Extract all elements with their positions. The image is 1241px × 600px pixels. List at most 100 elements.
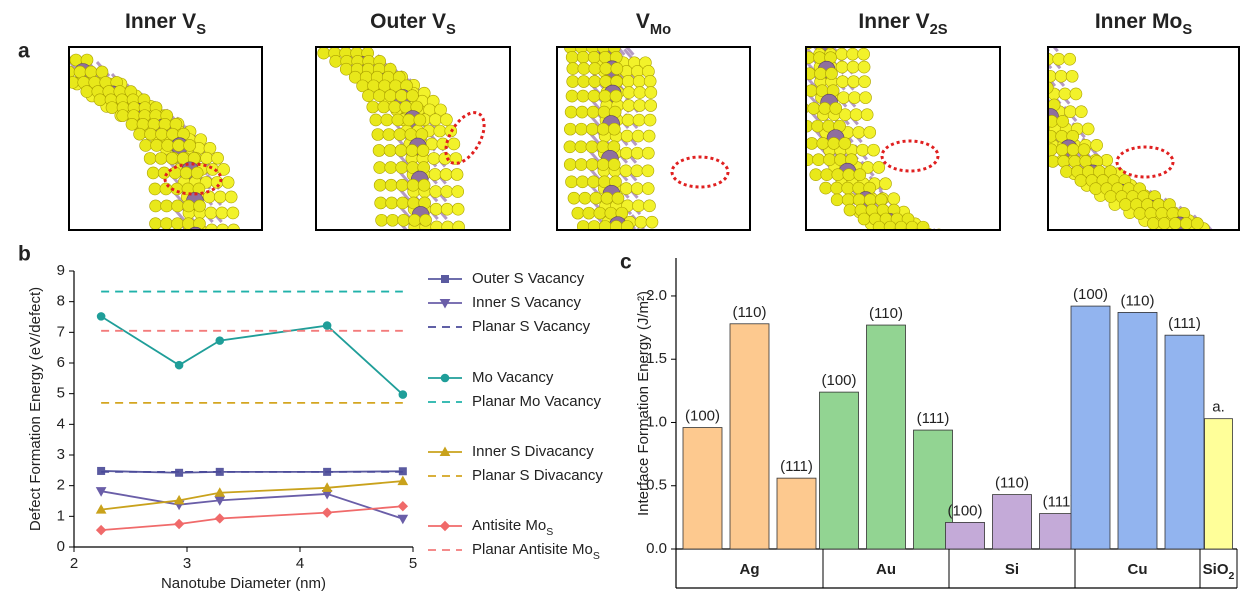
- atom-s: [810, 169, 822, 181]
- y-tick-label: 2: [57, 477, 65, 494]
- molecule: [780, 24, 979, 265]
- atom-s: [633, 114, 645, 126]
- atom-s: [442, 221, 454, 233]
- atom-s: [622, 114, 634, 126]
- atom-s: [144, 152, 156, 164]
- atom-s: [432, 238, 444, 250]
- atom-s: [1075, 175, 1087, 187]
- atom-s: [193, 235, 205, 247]
- atom-s: [1014, 64, 1026, 76]
- atom-s: [873, 161, 885, 173]
- bond: [1030, 54, 1042, 68]
- bar-label: (111): [780, 458, 813, 475]
- atom-s: [411, 255, 423, 267]
- atom-s: [389, 101, 401, 113]
- atom-s: [791, 37, 803, 49]
- y-tick-label: 1: [57, 507, 65, 524]
- legend-label: Planar S Divacancy: [472, 467, 603, 484]
- atom-s: [225, 191, 237, 203]
- molecule: [318, 47, 492, 281]
- atom-s: [850, 109, 862, 121]
- bond: [1016, 72, 1028, 86]
- atom-s: [434, 125, 446, 137]
- atom-s: [394, 129, 406, 141]
- atom-s: [577, 90, 589, 102]
- atom-s: [620, 165, 632, 177]
- bar: [946, 522, 985, 549]
- atom-s: [1070, 88, 1082, 100]
- atom-s: [380, 246, 392, 258]
- atom-s: [671, 266, 683, 278]
- bond: [813, 32, 825, 46]
- y-tick-label: 0: [57, 538, 65, 555]
- bond: [1037, 123, 1049, 137]
- bond: [906, 229, 918, 243]
- atom-s: [1003, 64, 1015, 76]
- atom-s: [430, 203, 442, 215]
- atom-s: [117, 110, 129, 122]
- atom-s: [396, 179, 408, 191]
- panel-label: c: [620, 251, 632, 274]
- atom-s: [617, 232, 629, 244]
- atom-s: [808, 102, 820, 114]
- atom-s: [634, 100, 646, 112]
- atom-s: [786, 102, 798, 114]
- atom-s: [81, 86, 93, 98]
- legend-label: Inner S Divacancy: [472, 443, 594, 460]
- bond: [410, 239, 422, 253]
- atom-s: [892, 237, 904, 249]
- atom-s: [452, 203, 464, 215]
- bond: [401, 239, 413, 253]
- panel-title: Inner VS: [125, 10, 206, 38]
- atom-s: [414, 114, 426, 126]
- atom-s: [643, 130, 655, 142]
- bar-label: a.: [1212, 399, 1225, 416]
- legend-label-main: Planar S Vacancy: [472, 318, 591, 335]
- group-label-main: Au: [876, 561, 896, 578]
- atom-s: [160, 218, 172, 230]
- legend-label: Planar Antisite MoS: [472, 541, 600, 562]
- atom-s: [1015, 99, 1027, 111]
- atom-s: [594, 33, 606, 45]
- atom-s: [584, 232, 596, 244]
- bar-label: (110): [869, 305, 903, 322]
- atom-s: [194, 200, 206, 212]
- atom-s: [601, 192, 613, 204]
- atom-s: [589, 63, 601, 75]
- atom-s: [1091, 139, 1103, 151]
- x-axis-title: Nanotube Diameter (nm): [161, 575, 326, 592]
- y-tick-label: 7: [57, 323, 65, 340]
- atom-s: [817, 137, 829, 149]
- atom-s: [588, 90, 600, 102]
- atom-s: [156, 128, 168, 140]
- atom-s: [398, 214, 410, 226]
- atom-s: [567, 76, 579, 88]
- atom-s: [610, 90, 622, 102]
- atom-s: [1179, 231, 1191, 243]
- atom-s: [1010, 46, 1022, 58]
- atom-s: [651, 256, 663, 268]
- series-line: [101, 316, 403, 394]
- atom-s: [620, 183, 632, 195]
- atom-s: [140, 139, 152, 151]
- atom-s: [864, 126, 876, 138]
- atom-s: [391, 246, 403, 258]
- atom-s: [794, 85, 806, 97]
- group-label: Au: [876, 561, 896, 578]
- atom-s: [424, 246, 436, 258]
- bond: [644, 250, 656, 264]
- atom-s: [94, 94, 106, 106]
- atom-s: [566, 90, 578, 102]
- atom-s: [377, 231, 389, 243]
- bond: [831, 32, 843, 46]
- atom-s: [612, 192, 624, 204]
- atom-s: [918, 245, 930, 257]
- atom-s: [1021, 46, 1033, 58]
- atom-s: [184, 139, 196, 151]
- marker: [97, 313, 105, 321]
- defect-highlight: [672, 157, 728, 187]
- atom-mo: [1023, 39, 1040, 56]
- atom-s: [161, 200, 173, 212]
- bond: [608, 240, 620, 254]
- atom-s: [826, 68, 838, 80]
